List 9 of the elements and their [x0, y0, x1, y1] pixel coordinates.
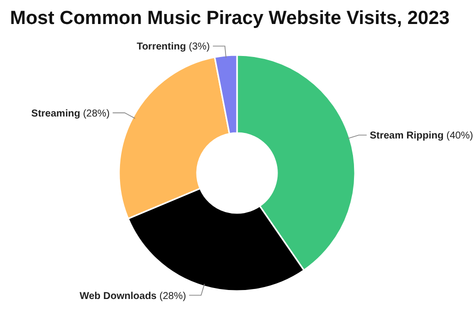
- slice-label: Stream Ripping: [370, 130, 444, 142]
- data-label: (28%): [156, 290, 186, 302]
- data-label: (3%): [186, 42, 210, 53]
- slice-label: Web Downloads: [80, 290, 158, 302]
- slice-label: Streaming: [31, 108, 80, 120]
- slice-label: Torrenting: [136, 42, 186, 53]
- data-label: (40%): [444, 130, 474, 142]
- data-label: (28%): [80, 108, 110, 120]
- chart-title: Most Common Music Piracy Website Visits, 2023: [10, 8, 450, 29]
